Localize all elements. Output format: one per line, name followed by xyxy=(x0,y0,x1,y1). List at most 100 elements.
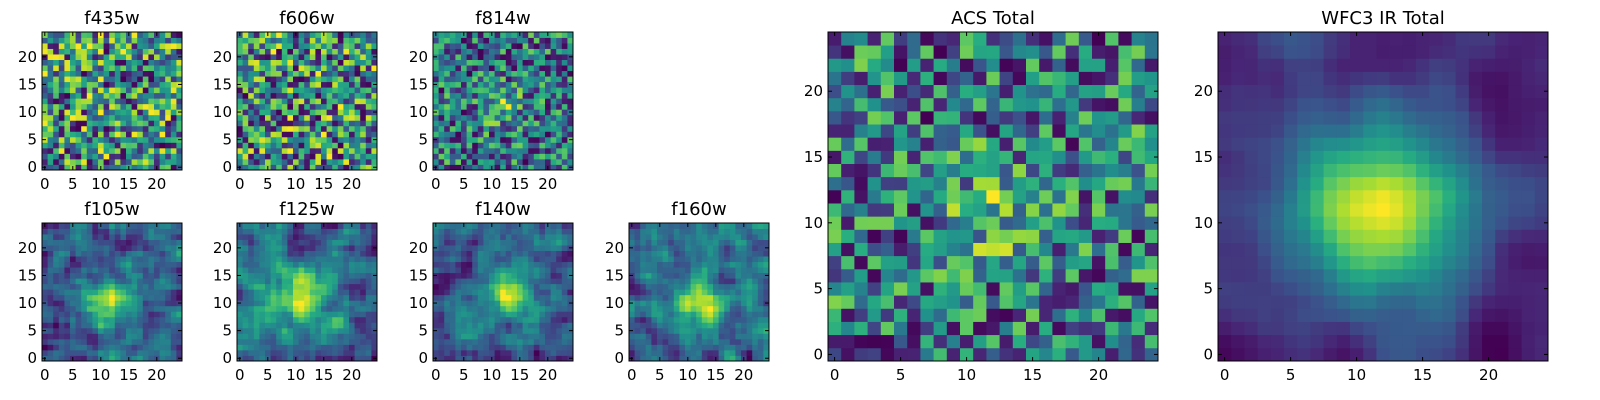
heatmap-cell xyxy=(880,216,895,230)
heatmap-cell xyxy=(461,267,467,274)
heatmap-cell xyxy=(640,272,647,279)
heatmap-cell xyxy=(253,228,260,235)
heatmap-cell xyxy=(70,344,76,351)
heatmap-cell xyxy=(70,245,76,251)
heatmap-cell xyxy=(248,305,255,312)
heatmap-cell xyxy=(298,153,305,160)
heatmap-cell xyxy=(561,81,568,88)
heatmap-cell xyxy=(867,216,882,230)
heatmap-cell xyxy=(690,267,697,274)
heatmap-cell xyxy=(154,158,160,165)
heatmap-cell xyxy=(505,349,512,356)
heatmap-cell xyxy=(53,153,60,160)
heatmap-cell xyxy=(103,261,110,268)
heatmap-cell xyxy=(337,316,344,323)
heatmap-cell xyxy=(444,59,451,66)
heatmap-cell xyxy=(933,255,948,270)
heatmap-cell xyxy=(701,300,708,307)
heatmap-cell xyxy=(165,59,172,66)
heatmap-cell xyxy=(533,250,540,257)
heatmap-cell xyxy=(131,48,138,55)
heatmap-cell xyxy=(326,322,333,329)
heatmap-cell xyxy=(120,272,127,279)
heatmap-cell xyxy=(281,223,288,229)
heatmap-cell xyxy=(92,327,99,334)
heatmap-cell xyxy=(248,70,255,77)
heatmap-cell xyxy=(142,136,149,143)
heatmap-cell xyxy=(1026,282,1040,296)
heatmap-cell xyxy=(126,87,132,94)
heatmap-cell xyxy=(1144,163,1159,178)
heatmap-cell xyxy=(1039,308,1053,322)
heatmap-cell xyxy=(1118,163,1132,178)
heatmap-cell xyxy=(253,272,260,279)
heatmap-cell xyxy=(533,223,540,229)
heatmap-cell xyxy=(701,338,708,345)
heatmap-cell xyxy=(673,344,680,351)
heatmap-cell xyxy=(309,65,316,72)
heatmap-cell xyxy=(657,327,663,334)
heatmap-cell xyxy=(500,316,507,323)
heatmap-cell xyxy=(707,234,714,240)
heatmap-cell xyxy=(746,267,753,274)
heatmap-cell xyxy=(253,120,260,127)
heatmap-cell xyxy=(248,267,255,274)
heatmap-cell xyxy=(248,289,255,296)
heatmap-cell xyxy=(735,355,742,362)
heatmap-cell xyxy=(494,120,501,127)
heatmap-cell xyxy=(58,338,65,345)
heatmap-cell xyxy=(690,289,697,296)
heatmap-cell xyxy=(550,316,557,323)
heatmap-cell xyxy=(237,283,243,290)
heatmap-cell xyxy=(533,32,540,38)
heatmap-cell xyxy=(126,147,132,154)
heatmap-cell xyxy=(86,142,93,149)
heatmap-cell xyxy=(960,347,974,362)
heatmap-cell xyxy=(75,76,82,83)
heatmap-cell xyxy=(517,43,523,49)
heatmap-cell xyxy=(729,344,736,351)
heatmap-cell xyxy=(494,76,501,83)
heatmap-cell xyxy=(505,316,512,323)
heatmap-cell xyxy=(70,261,76,268)
heatmap-cell xyxy=(326,59,333,66)
heatmap-cell xyxy=(461,289,467,296)
heatmap-cell xyxy=(477,59,484,66)
heatmap-cell xyxy=(298,305,305,312)
heatmap-cell xyxy=(505,81,512,88)
heatmap-cell xyxy=(1026,295,1040,309)
heatmap-cell xyxy=(298,142,305,149)
heatmap-cell xyxy=(154,311,160,318)
heatmap-cell xyxy=(58,294,65,301)
heatmap-cell xyxy=(86,32,93,38)
heatmap-cell xyxy=(472,92,479,99)
heatmap-cell xyxy=(668,228,675,235)
panel-title: f606w xyxy=(279,8,334,29)
heatmap-cell xyxy=(53,158,60,165)
heatmap-cell xyxy=(98,256,104,263)
heatmap-cell xyxy=(321,228,327,235)
heatmap-cell xyxy=(53,283,60,290)
heatmap-cell xyxy=(685,289,691,296)
heatmap-cell xyxy=(561,54,568,60)
heatmap-cell xyxy=(253,136,260,143)
heatmap-cell xyxy=(1065,321,1080,336)
heatmap-cell xyxy=(237,305,243,312)
heatmap-cell xyxy=(365,136,372,143)
heatmap-cell xyxy=(120,355,127,362)
heatmap-cell xyxy=(170,70,177,77)
heatmap-cell xyxy=(103,338,110,345)
heatmap-cell xyxy=(561,153,568,160)
heatmap-cell xyxy=(70,114,76,121)
heatmap-cell xyxy=(528,131,535,138)
heatmap-cell xyxy=(321,87,327,94)
heatmap-cell xyxy=(126,125,132,132)
heatmap-cell xyxy=(98,228,104,235)
heatmap-cell xyxy=(511,59,518,66)
heatmap-cell xyxy=(53,109,60,116)
heatmap-cell xyxy=(1118,229,1132,243)
heatmap-cell xyxy=(1078,203,1093,217)
heatmap-cell xyxy=(326,300,333,307)
heatmap-cell xyxy=(47,305,54,312)
heatmap-cell xyxy=(98,54,104,60)
